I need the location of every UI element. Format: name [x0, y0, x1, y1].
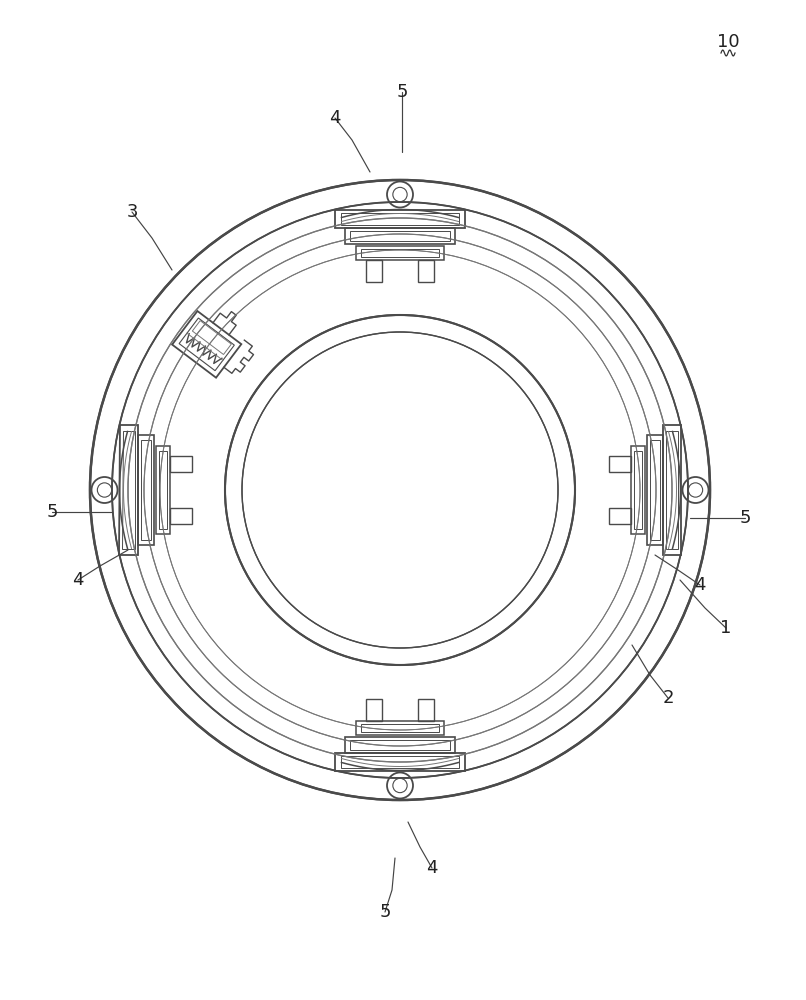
Text: 5: 5	[46, 503, 58, 521]
Text: 4: 4	[426, 859, 438, 877]
Text: 5: 5	[739, 509, 750, 527]
Text: 5: 5	[397, 83, 408, 101]
Text: 2: 2	[663, 689, 674, 707]
Text: 4: 4	[329, 109, 341, 127]
Text: 4: 4	[694, 576, 706, 594]
Text: 10: 10	[717, 33, 739, 51]
Text: 1: 1	[721, 619, 732, 637]
Text: 4: 4	[73, 571, 84, 589]
Text: 3: 3	[127, 203, 138, 221]
Text: 5: 5	[380, 903, 391, 921]
